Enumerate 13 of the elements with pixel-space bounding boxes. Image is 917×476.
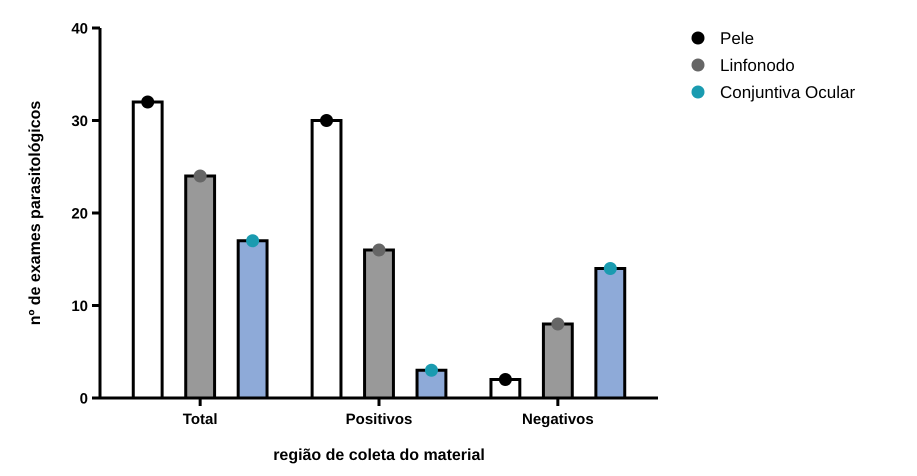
- x-tick-label: Positivos: [346, 411, 412, 428]
- y-tick-label: 20: [71, 205, 88, 222]
- x-tick-label: Total: [182, 411, 218, 428]
- y-tick-label: 10: [71, 298, 88, 315]
- y-tick-label: 30: [71, 112, 88, 130]
- y-axis-title: nº de exames parasitológicos: [27, 100, 44, 326]
- legend-label: Pele: [720, 28, 754, 48]
- y-tick-label: 0: [80, 390, 88, 408]
- y-tick-label: 40: [71, 20, 88, 38]
- x-tick-label: Negativos: [522, 411, 594, 428]
- legend-label: Linfonodo: [720, 56, 795, 75]
- x-axis-title: região de coleta do material: [273, 447, 485, 464]
- legend-label: Conjuntiva Ocular: [720, 82, 856, 102]
